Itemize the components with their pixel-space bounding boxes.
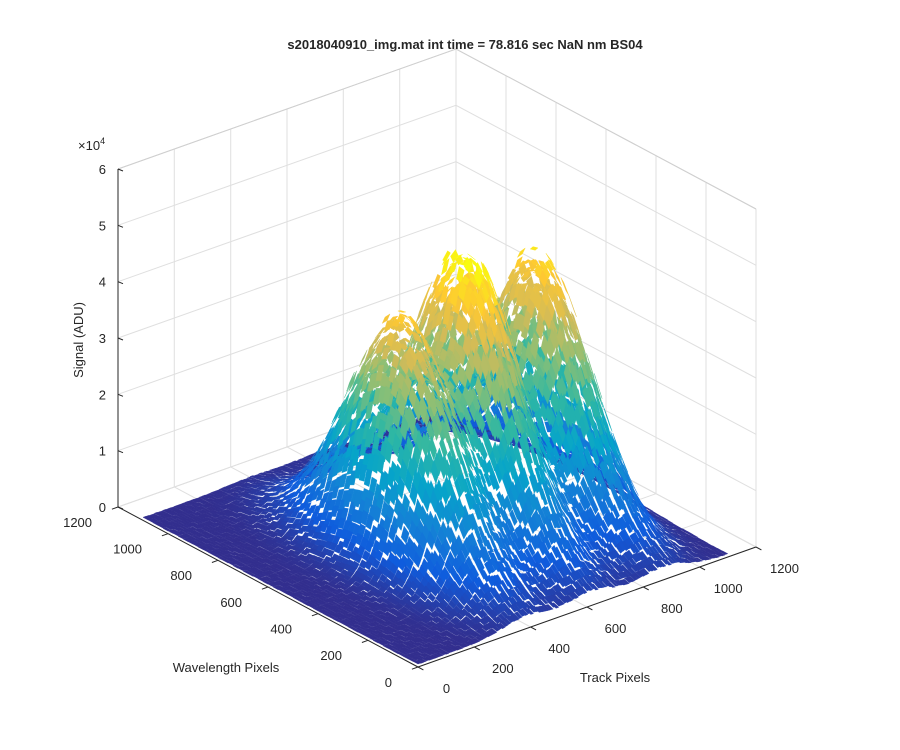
- surface-patch: [659, 516, 669, 521]
- surface-patch: [539, 269, 548, 289]
- surface-patch: [560, 277, 569, 296]
- surface-patch: [523, 308, 532, 331]
- surface-patch: [257, 472, 267, 476]
- surface-patch: [547, 259, 557, 271]
- surface-patch: [516, 247, 526, 259]
- surface-patch: [284, 473, 293, 476]
- surface: [142, 246, 729, 665]
- surface-patch: [281, 481, 290, 486]
- surface-patch: [284, 470, 294, 474]
- grid-line-z: [117, 104, 757, 266]
- surface-patch: [270, 477, 279, 480]
- grid-line-z: [117, 161, 757, 323]
- surface-patch: [234, 489, 243, 494]
- grid-line-z: [117, 273, 757, 435]
- surface-patch: [514, 256, 523, 270]
- surface-patch: [287, 476, 296, 480]
- surface-patch: [490, 439, 499, 442]
- surface-patch: [260, 475, 270, 479]
- surface-patch: [273, 473, 283, 477]
- surface-patch: [535, 282, 545, 290]
- surface-patch: [263, 485, 273, 488]
- surface-patch: [263, 470, 273, 475]
- surface-patch: [515, 289, 525, 307]
- surface-patch: [242, 485, 252, 490]
- surface-patch: [522, 270, 531, 278]
- surface-patch: [522, 259, 532, 265]
- grid-line-z: [117, 217, 757, 379]
- surface-patch: [223, 490, 233, 495]
- surface-patch: [250, 485, 260, 489]
- surface-patch: [235, 497, 245, 502]
- surface-patch: [554, 283, 564, 299]
- surface-patch: [250, 482, 261, 486]
- surface-patch: [276, 482, 285, 487]
- surface-patch: [664, 519, 674, 524]
- surface-patch: [272, 481, 281, 484]
- surface-patch: [267, 488, 277, 492]
- surface-patch: [511, 303, 520, 316]
- surface-patch: [256, 492, 266, 496]
- surface-patch: [490, 401, 499, 414]
- surface-patch: [292, 471, 301, 478]
- surface-patch: [529, 246, 539, 251]
- surface-patch: [246, 480, 255, 484]
- surface-patch: [503, 278, 513, 298]
- surface-patch: [283, 463, 293, 468]
- surface-patch: [212, 494, 222, 500]
- surface-patch: [512, 276, 521, 288]
- surface-patch: [565, 322, 574, 340]
- surface-patch: [273, 485, 282, 489]
- surface-patch: [524, 266, 534, 271]
- surface-patch: [236, 488, 246, 492]
- surface-patch: [274, 470, 284, 474]
- surface-patch: [553, 268, 562, 286]
- surface-patch: [293, 463, 303, 467]
- surface-patch: [515, 339, 524, 357]
- surface-patch: [299, 461, 309, 465]
- surface-patch: [282, 478, 291, 482]
- surface-patch: [279, 480, 288, 484]
- surface-patch: [545, 253, 554, 265]
- grid-line-z: [117, 330, 757, 492]
- surface-patch: [544, 260, 554, 273]
- surface-patch: [487, 437, 496, 441]
- surface-patch: [293, 467, 303, 471]
- surface-patch: [286, 476, 295, 483]
- surface-patch: [644, 507, 653, 512]
- box-top-edge: [117, 48, 757, 210]
- surface-patch: [274, 479, 283, 482]
- surface-patch: [513, 283, 523, 298]
- surface-patch: [568, 295, 577, 317]
- surface-patch: [512, 270, 522, 280]
- surface-patch: [534, 262, 543, 279]
- surface-patch: [260, 487, 270, 491]
